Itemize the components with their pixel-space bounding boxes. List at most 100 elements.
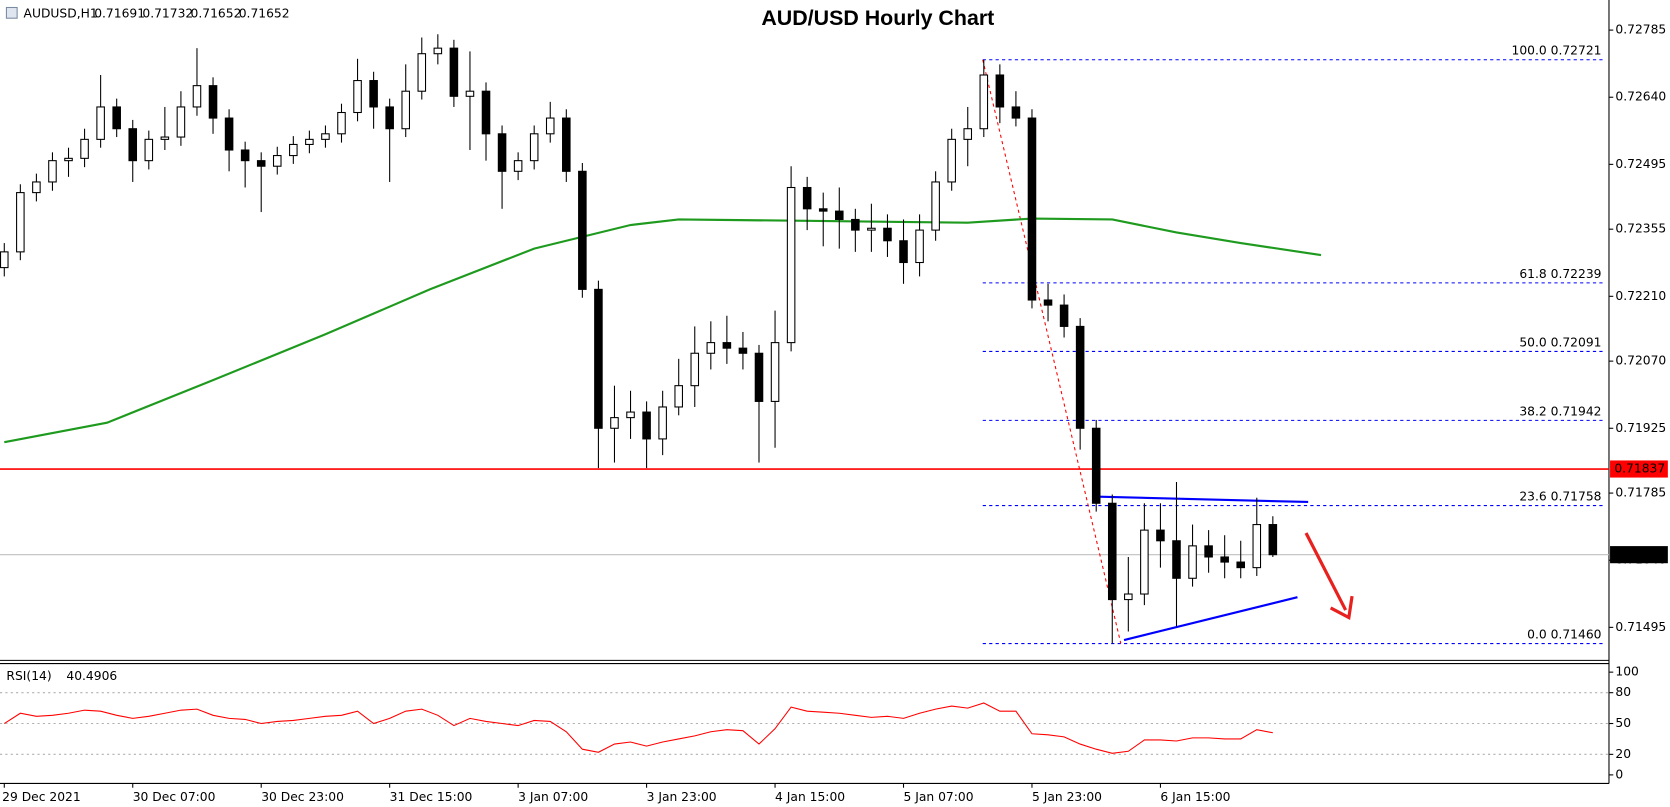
candle-body — [754, 352, 764, 402]
candle-body — [1188, 545, 1197, 579]
x-tick-label: 5 Jan 23:00 — [1032, 790, 1102, 804]
candle-body — [176, 106, 186, 138]
candle-body — [995, 74, 1005, 108]
candle-body — [1220, 556, 1229, 563]
candle-body — [1140, 529, 1149, 595]
rsi-tick-label: 0 — [1615, 767, 1623, 781]
rsi-tick-label: 20 — [1615, 747, 1631, 761]
candle-body — [1075, 325, 1085, 429]
last-price-box — [1610, 546, 1668, 564]
rsi-title: RSI(14) — [6, 669, 51, 683]
rsi-last-value: 40.4906 — [66, 669, 117, 683]
fib-label: 50.0 0.72091 — [1519, 335, 1601, 349]
rsi-tick-label: 100 — [1615, 665, 1638, 679]
candle-body — [289, 143, 298, 157]
rsi-tick-label: 50 — [1615, 716, 1631, 730]
candle-body — [305, 138, 314, 145]
x-tick-label: 31 Dec 15:00 — [390, 790, 473, 804]
candle-body — [690, 352, 700, 387]
candle-body — [1236, 561, 1246, 569]
candle-body — [80, 138, 89, 159]
candle-body — [642, 411, 651, 440]
candle-body — [256, 160, 266, 167]
candle-body — [481, 90, 491, 135]
frame — [0, 0, 1610, 784]
annotations — [1094, 495, 1354, 642]
rsi-line — [3, 702, 1273, 754]
support-label: 0.71837 — [1614, 462, 1665, 476]
candle-body — [385, 106, 394, 130]
candle-body — [64, 157, 73, 162]
candle-body — [208, 85, 218, 119]
candle-body — [562, 117, 571, 172]
resistance-trendline — [1094, 495, 1309, 504]
candle-body — [128, 128, 138, 162]
header-value: 0.71732 — [142, 6, 193, 20]
header-value: 0.71652 — [191, 6, 242, 20]
candle-body — [465, 90, 475, 97]
candle-body — [0, 251, 9, 269]
candle-body — [192, 85, 202, 108]
candle-body — [626, 411, 635, 419]
candle-body — [96, 106, 105, 140]
candle-body — [529, 133, 539, 162]
candle-body — [1156, 529, 1165, 542]
symbol: AUDUSD,H1 — [24, 6, 98, 20]
candle-body — [321, 133, 330, 140]
candle-body — [1204, 545, 1213, 558]
candle-body — [433, 47, 443, 55]
candle-body — [835, 210, 844, 220]
candle-body — [144, 138, 154, 162]
fib-label: 0.0 0.71460 — [1527, 627, 1601, 641]
candle-body — [979, 74, 989, 130]
candle-body — [867, 227, 876, 231]
candle-body — [594, 288, 603, 429]
x-tick-label: 29 Dec 2021 — [2, 790, 81, 804]
header-value: 0.71691 — [94, 6, 145, 20]
candle-body — [915, 229, 924, 264]
candle-body — [1091, 427, 1101, 504]
fib-label: 100.0 0.72721 — [1512, 44, 1602, 58]
y-tick-label: 0.72640 — [1615, 90, 1666, 104]
candle-body — [1059, 304, 1069, 327]
candle-body — [883, 227, 892, 242]
x-tick-label: 3 Jan 07:00 — [518, 790, 588, 804]
candle-body — [112, 106, 121, 130]
arrow-head — [1329, 595, 1354, 621]
x-tick-label: 5 Jan 07:00 — [904, 790, 974, 804]
y-tick-label: 0.72355 — [1615, 222, 1666, 236]
candle-body — [48, 160, 57, 183]
candle-body — [722, 342, 732, 349]
fib-label: 61.8 0.72239 — [1519, 267, 1601, 281]
y-tick-label: 0.71495 — [1615, 620, 1666, 634]
x-tick-label: 30 Dec 07:00 — [133, 790, 216, 804]
candle-body — [1268, 524, 1278, 556]
moving-average — [4, 217, 1322, 444]
candle-body — [32, 181, 41, 194]
candle-body — [706, 342, 716, 354]
candle-body — [770, 342, 780, 402]
candle-body — [658, 406, 667, 440]
candle-body — [401, 90, 411, 130]
candle-body — [1172, 540, 1181, 579]
candle-body — [1011, 106, 1021, 119]
x-tick-label: 3 Jan 23:00 — [647, 790, 717, 804]
y-tick-label: 0.72210 — [1615, 289, 1666, 303]
x-tick-label: 6 Jan 15:00 — [1160, 790, 1230, 804]
candle-body — [947, 138, 956, 183]
candle-body — [610, 417, 619, 429]
candle-body — [160, 136, 170, 140]
candle-body — [802, 186, 812, 210]
x-tick-label: 30 Dec 23:00 — [261, 790, 344, 804]
symbol-icon — [5, 6, 18, 19]
candle-body — [1107, 502, 1117, 601]
candle-body — [899, 240, 908, 264]
candle-body — [931, 181, 940, 231]
candle-body — [337, 111, 346, 135]
candle-body — [369, 80, 378, 108]
candle-body — [224, 117, 234, 151]
y-tick-label: 0.72495 — [1615, 157, 1666, 171]
candle-body — [578, 170, 587, 290]
